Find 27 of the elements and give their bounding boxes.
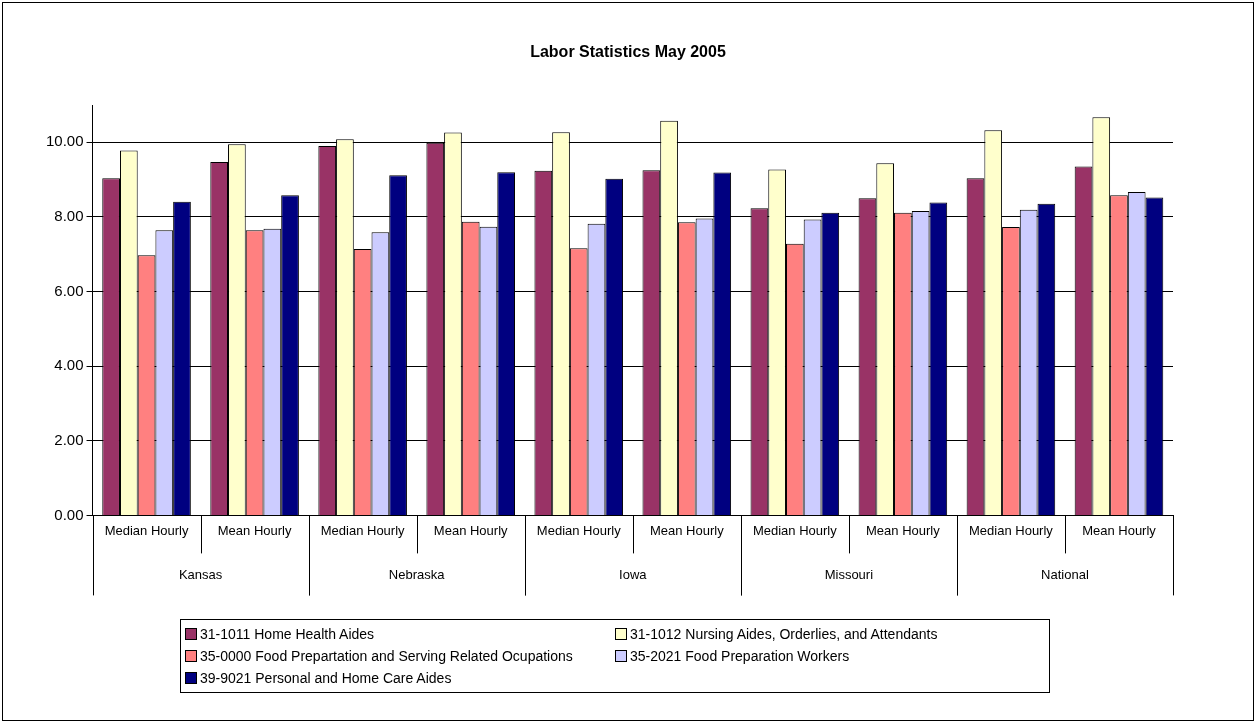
x-tick-label: Median Hourly bbox=[536, 522, 622, 538]
x-tick-label: Median Hourly bbox=[104, 522, 189, 538]
x-tick-label: Median Hourly bbox=[320, 522, 406, 538]
text: Kansas bbox=[178, 566, 223, 582]
x-tick-label: Median Hourly bbox=[969, 522, 1054, 538]
legend-label: 39-9021 Personal and Home Care Aides bbox=[200, 670, 452, 686]
x-tick-label: Mean Hourly bbox=[433, 522, 509, 538]
x-tick-label: Median Hourly bbox=[752, 522, 838, 538]
x-tick-label: Mean Hourly bbox=[1082, 522, 1157, 538]
legend-label: 35-0000 Food Prepartation and Serving Related Ocupations bbox=[200, 648, 573, 664]
x-tick-label: Mean Hourly bbox=[866, 522, 941, 538]
text: Missouri bbox=[824, 566, 874, 582]
legend-label: 31-1011 Home Health Aides bbox=[200, 626, 375, 642]
y-tick-label: 10.00 bbox=[45, 132, 84, 150]
y-tick-label: 0.00 bbox=[54, 505, 84, 523]
x-tick-label: Mean Hourly bbox=[649, 522, 725, 538]
text: National bbox=[1041, 566, 1089, 582]
y-tick-label: 2.00 bbox=[54, 430, 84, 448]
y-tick-label: 8.00 bbox=[54, 207, 84, 225]
y-tick-label: 6.00 bbox=[54, 281, 84, 299]
text: Nebraska bbox=[388, 566, 446, 582]
x-tick-label: Mean Hourly bbox=[217, 522, 292, 538]
chart-title: Labor Statistics May 2005 bbox=[529, 43, 727, 61]
legend-label: 35-2021 Food Preparation Workers bbox=[630, 648, 850, 664]
legend-label: 31-1012 Nursing Aides, Orderlies, and Attendants bbox=[630, 626, 938, 642]
y-tick-label: 4.00 bbox=[54, 356, 84, 374]
text: Iowa bbox=[619, 566, 648, 582]
